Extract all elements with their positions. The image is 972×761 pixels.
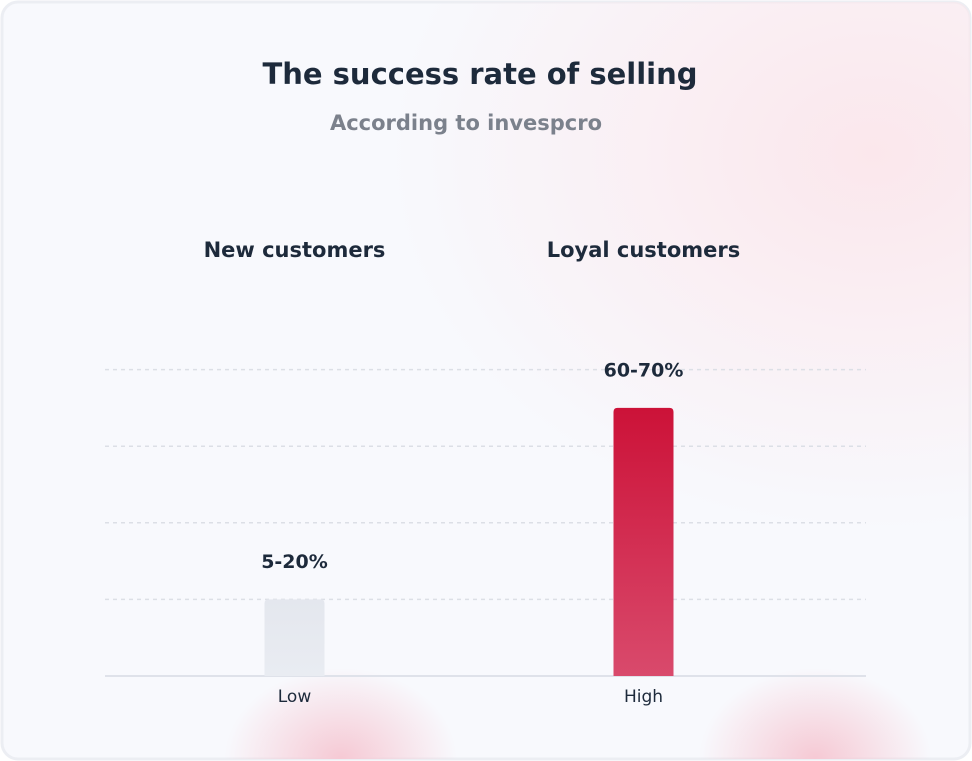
group-label: New customers (204, 238, 386, 262)
x-tick-label: Low (278, 687, 312, 707)
chart-subtitle: According to invespcro (330, 111, 602, 135)
value-label: 60-70% (604, 359, 684, 381)
bar (264, 599, 325, 676)
chart-title: The success rate of selling (262, 57, 697, 91)
group-label: Loyal customers (547, 238, 741, 262)
value-label: 5-20% (261, 551, 328, 573)
bar (613, 407, 674, 676)
x-tick-label: High (624, 687, 663, 707)
